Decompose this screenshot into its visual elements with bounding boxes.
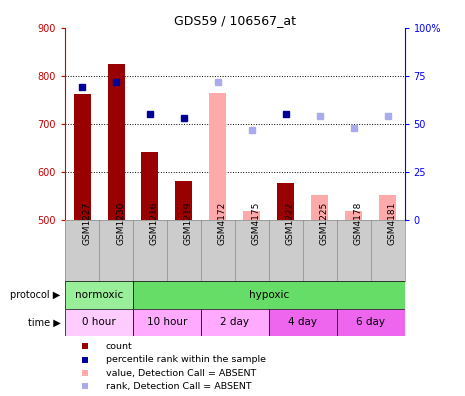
Bar bbox=[65, 308, 133, 336]
Text: 10 hour: 10 hour bbox=[147, 318, 187, 327]
Bar bbox=[141, 152, 159, 220]
Text: percentile rank within the sample: percentile rank within the sample bbox=[106, 355, 266, 364]
Bar bbox=[73, 94, 91, 220]
Bar bbox=[277, 183, 294, 220]
Bar bbox=[345, 211, 362, 220]
Bar bbox=[337, 308, 405, 336]
Bar bbox=[311, 196, 328, 220]
Text: GSM1222: GSM1222 bbox=[286, 202, 295, 245]
Text: count: count bbox=[106, 342, 133, 351]
Text: 4 day: 4 day bbox=[288, 318, 317, 327]
Bar bbox=[269, 308, 337, 336]
Text: GSM4181: GSM4181 bbox=[388, 201, 397, 245]
Text: 6 day: 6 day bbox=[356, 318, 385, 327]
Text: protocol ▶: protocol ▶ bbox=[10, 289, 60, 300]
Text: GSM1227: GSM1227 bbox=[82, 202, 91, 245]
Text: normoxic: normoxic bbox=[75, 289, 123, 300]
Text: GSM1230: GSM1230 bbox=[116, 201, 125, 245]
Bar bbox=[133, 308, 201, 336]
Text: 2 day: 2 day bbox=[220, 318, 249, 327]
Bar bbox=[65, 281, 133, 308]
Text: GSM1225: GSM1225 bbox=[320, 202, 329, 245]
Bar bbox=[379, 195, 396, 220]
Text: GSM1219: GSM1219 bbox=[184, 201, 193, 245]
Text: hypoxic: hypoxic bbox=[249, 289, 289, 300]
Text: value, Detection Call = ABSENT: value, Detection Call = ABSENT bbox=[106, 369, 256, 378]
Text: GSM1216: GSM1216 bbox=[150, 201, 159, 245]
Bar bbox=[243, 211, 260, 220]
Bar bbox=[209, 93, 226, 220]
Title: GDS59 / 106567_at: GDS59 / 106567_at bbox=[174, 13, 296, 27]
Bar bbox=[107, 64, 125, 220]
Bar bbox=[133, 281, 405, 308]
Text: 0 hour: 0 hour bbox=[82, 318, 116, 327]
Text: rank, Detection Call = ABSENT: rank, Detection Call = ABSENT bbox=[106, 382, 252, 391]
Text: GSM4175: GSM4175 bbox=[252, 201, 261, 245]
Text: GSM4172: GSM4172 bbox=[218, 202, 227, 245]
Bar bbox=[201, 308, 269, 336]
Text: time ▶: time ▶ bbox=[28, 318, 60, 327]
Bar bbox=[175, 181, 193, 220]
Text: GSM4178: GSM4178 bbox=[353, 201, 363, 245]
